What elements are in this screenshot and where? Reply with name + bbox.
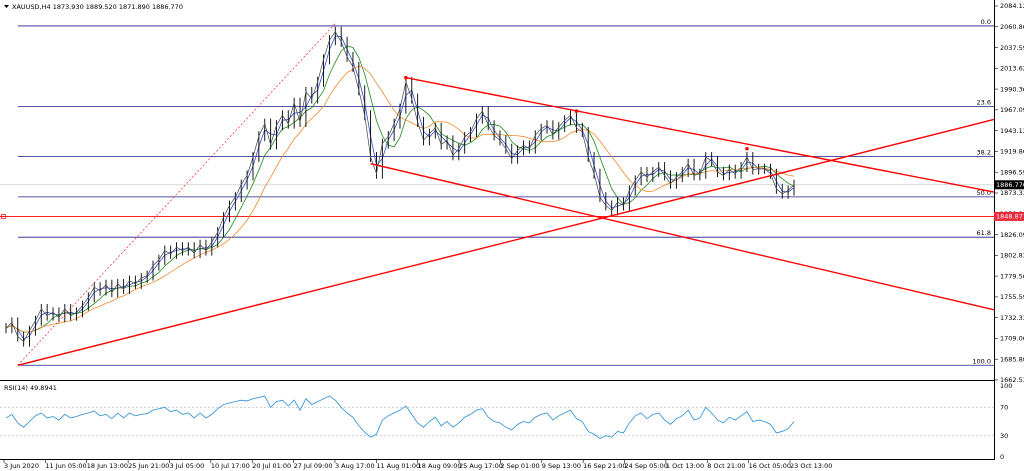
x-tick-label: 25 Jun 21:00: [128, 462, 169, 470]
price-axis: 2084.125 2060.860 2037.595 2013.625 1990.360…: [994, 2, 1024, 384]
rsi-tick-label: 100: [1000, 382, 1012, 390]
x-tick-label: 3 Aug 17:00: [335, 462, 375, 470]
fib-diagonal-line: [17, 23, 336, 366]
lower-channel-line: [370, 163, 995, 311]
x-tick-label: 11 Aug 01:00: [376, 462, 420, 470]
y-tick-label: 1896.595: [1000, 168, 1024, 176]
x-tick-label: 3 Jul 05:00: [169, 462, 204, 470]
x-tick-label: 18 Aug 09:00: [418, 462, 462, 470]
y-tick-label: 1709.065: [1000, 335, 1024, 343]
x-tick-label: 10 Jul 17:00: [211, 462, 250, 470]
rsi-tick-label: 0: [1000, 453, 1004, 461]
y-tick-label: 1732.330: [1000, 314, 1024, 322]
x-tick-label: 20 Jul 01:00: [252, 462, 291, 470]
level-anchor-handle: [1, 214, 6, 219]
fib-level-label: 38.2: [977, 149, 991, 157]
rsi-line: [5, 395, 795, 440]
x-tick-label: 1 Oct 13:00: [666, 462, 704, 470]
level-price-badge: 1848.871: [994, 211, 1024, 221]
y-tick-label: 1967.095: [1000, 106, 1024, 114]
current-price-badge: 1886.770: [994, 180, 1024, 190]
y-tick-label: 1685.800: [1000, 355, 1024, 363]
y-tick-label: 1802.830: [1000, 252, 1024, 260]
main-chart-area[interactable]: [0, 0, 994, 378]
y-tick-label: 1873.330: [1000, 189, 1024, 197]
rsi-axis: 100 70 30 0: [1000, 382, 1012, 461]
fib-level-label: 23.6: [977, 99, 991, 107]
fib-level-label: 100.0: [972, 357, 991, 365]
symbol-ohlc-label: XAUUSD,H4 1873.930 1889.520 1871.890 188…: [12, 3, 183, 11]
trendline-anchor-point: [404, 75, 408, 80]
x-tick-label: 18 Jun 13:00: [87, 462, 128, 470]
y-tick-label: 2037.595: [1000, 44, 1024, 52]
y-tick-label: 2013.625: [1000, 65, 1024, 73]
svg-text:1886.770: 1886.770: [996, 181, 1024, 189]
y-tick-label: 1990.360: [1000, 85, 1024, 93]
upper-channel-line: [405, 77, 995, 193]
y-tick-label: 1662.535: [1000, 376, 1024, 384]
y-tick-label: 1919.860: [1000, 148, 1024, 156]
x-tick-label: 11 Jun 05:00: [45, 462, 86, 470]
x-tick-label: 24 Sep 05:00: [625, 462, 668, 470]
rsi-panel[interactable]: RSI(14) 49.8941 100 70 30 0: [0, 382, 1012, 461]
x-tick-label: 2 Sep 01:00: [500, 462, 539, 470]
y-tick-label: 1779.565: [1000, 272, 1024, 280]
fib-level-label: 50.0: [977, 189, 991, 197]
rsi-tick-label: 30: [1000, 432, 1008, 440]
y-tick-label: 2084.125: [1000, 2, 1024, 10]
rsi-tick-label: 70: [1000, 404, 1008, 412]
symbol-header: XAUUSD,H4 1873.930 1889.520 1871.890 188…: [4, 3, 183, 11]
rsi-levels: [0, 406, 994, 437]
fib-level-label: 61.8: [977, 229, 991, 237]
y-tick-label: 1755.595: [1000, 293, 1024, 301]
trendline-anchor-point: [745, 146, 749, 151]
x-tick-label: 23 Oct 13:00: [790, 462, 832, 470]
rsi-label: RSI(14) 49.8941: [4, 384, 57, 392]
x-tick-label: 9 Sep 13:00: [542, 462, 581, 470]
time-axis: 3 Jun 2020 11 Jun 05:00 18 Jun 13:00 25 Jun…: [3, 460, 832, 470]
x-tick-label: 27 Jul 09:00: [294, 462, 333, 470]
trendline-anchor-point: [574, 109, 579, 113]
x-tick-label: 16 Sep 21:00: [583, 462, 626, 470]
dropdown-triangle-icon: [4, 5, 9, 8]
y-tick-label: 1943.125: [1000, 127, 1024, 135]
fibonacci-levels: 0.0 23.6 38.2 50.0 61.8 100.0: [18, 18, 994, 366]
x-tick-label: 3 Jun 2020: [4, 462, 39, 470]
price-series: [5, 26, 795, 347]
x-tick-label: 8 Oct 21:00: [707, 462, 745, 470]
x-tick-label: 16 Oct 05:00: [749, 462, 791, 470]
y-tick-label: 1826.095: [1000, 231, 1024, 239]
x-tick-label: 25 Aug 17:00: [459, 462, 503, 470]
trendlines[interactable]: [1, 23, 995, 366]
price-line: [5, 31, 795, 343]
y-tick-label: 2060.860: [1000, 23, 1024, 31]
svg-text:1848.871: 1848.871: [996, 213, 1024, 221]
fib-level-label: 0.0: [981, 18, 991, 26]
